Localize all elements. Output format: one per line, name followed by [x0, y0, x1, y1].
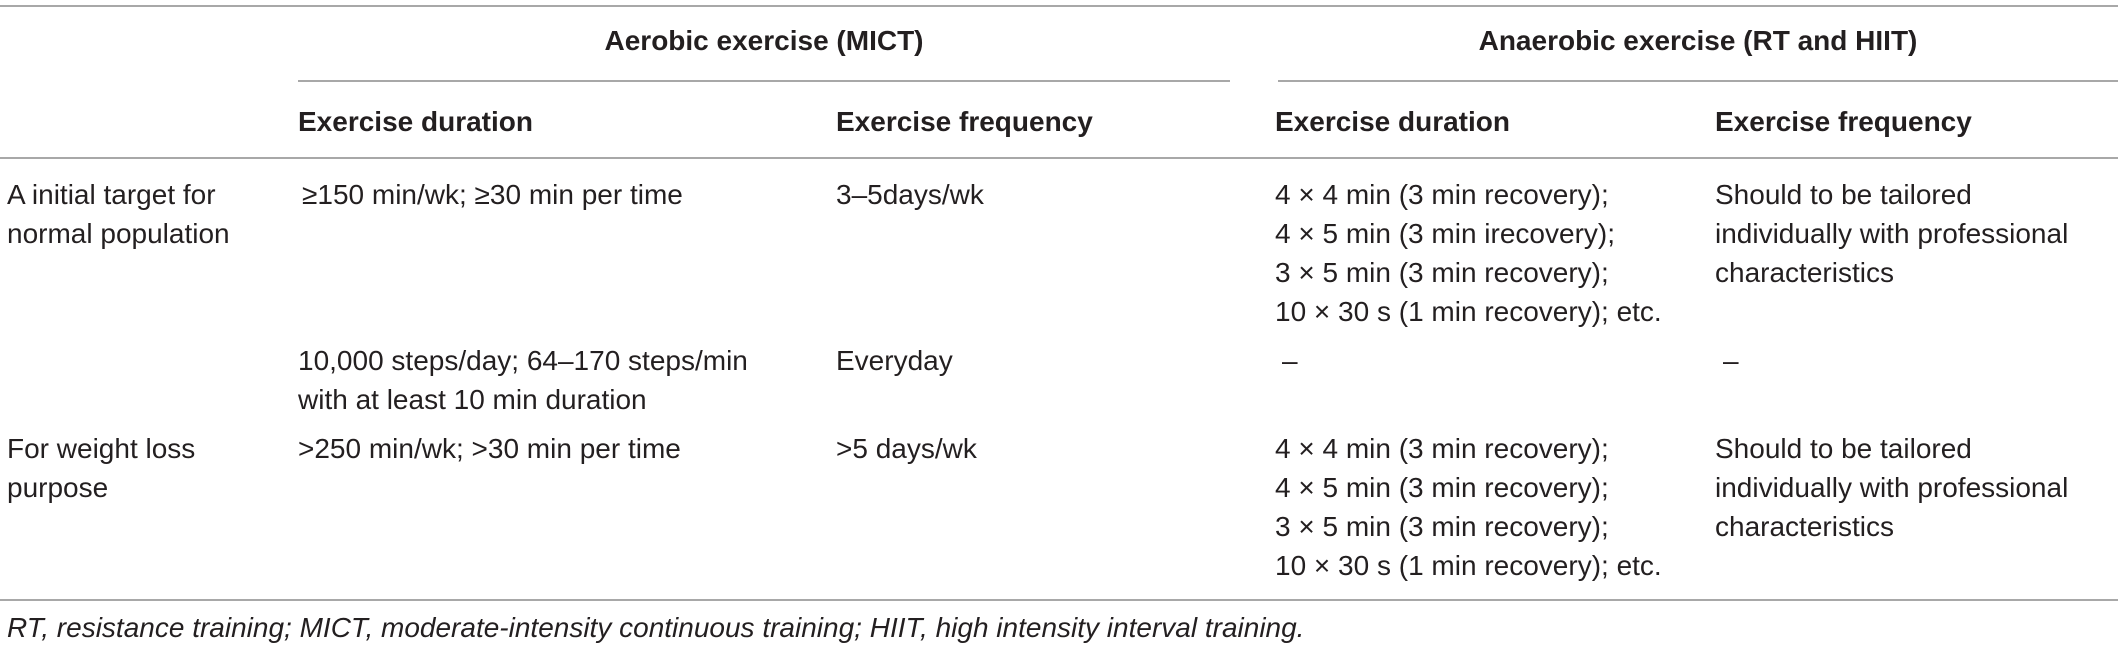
anaerobic-frequency-line: characteristics: [1715, 257, 1894, 288]
anaerobic-frequency-line: individually with professional: [1715, 472, 2069, 503]
aerobic-duration-line: with at least 10 min duration: [298, 384, 647, 415]
aerobic-duration-line: 10,000 steps/day; 64–170 steps/min: [298, 345, 748, 376]
column-header-aerobic-frequency: Exercise frequency: [836, 106, 1093, 137]
anaerobic-duration-line: 4 × 4 min (3 min recovery);: [1275, 179, 1609, 210]
anaerobic-duration-line: 4 × 5 min (3 min recovery);: [1275, 472, 1609, 503]
column-header-anaerobic-duration: Exercise duration: [1275, 106, 1510, 137]
aerobic-frequency-cell: >5 days/wk: [836, 433, 977, 464]
group-header-aerobic: Aerobic exercise (MICT): [604, 25, 924, 56]
row-label-line: purpose: [7, 472, 109, 503]
aerobic-duration-cell: >250 min/wk; >30 min per time: [298, 433, 681, 464]
column-header-anaerobic-frequency: Exercise frequency: [1715, 106, 1972, 137]
anaerobic-frequency-line: individually with professional: [1715, 218, 2069, 249]
anaerobic-duration-line: 4 × 4 min (3 min recovery);: [1275, 433, 1609, 464]
anaerobic-frequency-line: Should to be tailored: [1715, 433, 1972, 464]
table-footnote: RT, resistance training; MICT, moderate-…: [7, 612, 1305, 643]
row-label-line: For weight loss: [7, 433, 196, 464]
aerobic-group-rule: [298, 80, 1230, 82]
anaerobic-duration-line: 4 × 5 min (3 min irecovery);: [1275, 218, 1615, 249]
anaerobic-duration-line: 10 × 30 s (1 min recovery); etc.: [1275, 550, 1662, 581]
top-rule: [0, 5, 2118, 7]
aerobic-duration-cell: ≥150 min/wk; ≥30 min per time: [302, 179, 683, 210]
aerobic-frequency-cell: 3–5days/wk: [836, 179, 984, 210]
anaerobic-duration-line: 3 × 5 min (3 min recovery);: [1275, 257, 1609, 288]
group-header-anaerobic: Anaerobic exercise (RT and HIIT): [1478, 25, 1918, 56]
anaerobic-frequency-line: Should to be tailored: [1715, 179, 1972, 210]
aerobic-frequency-cell: Everyday: [836, 345, 953, 376]
anaerobic-duration-line: 3 × 5 min (3 min recovery);: [1275, 511, 1609, 542]
anaerobic-duration-line: 10 × 30 s (1 min recovery); etc.: [1275, 296, 1662, 327]
row-label-line: A initial target for: [7, 179, 216, 210]
bottom-rule: [0, 599, 2118, 601]
anaerobic-frequency-line: characteristics: [1715, 511, 1894, 542]
column-header-aerobic-duration: Exercise duration: [298, 106, 533, 137]
header-rule: [0, 157, 2118, 159]
anaerobic-group-rule: [1278, 80, 2118, 82]
anaerobic-frequency-cell: –: [1723, 345, 1739, 376]
anaerobic-duration-cell: –: [1282, 345, 1298, 376]
row-label-line: normal population: [7, 218, 230, 249]
